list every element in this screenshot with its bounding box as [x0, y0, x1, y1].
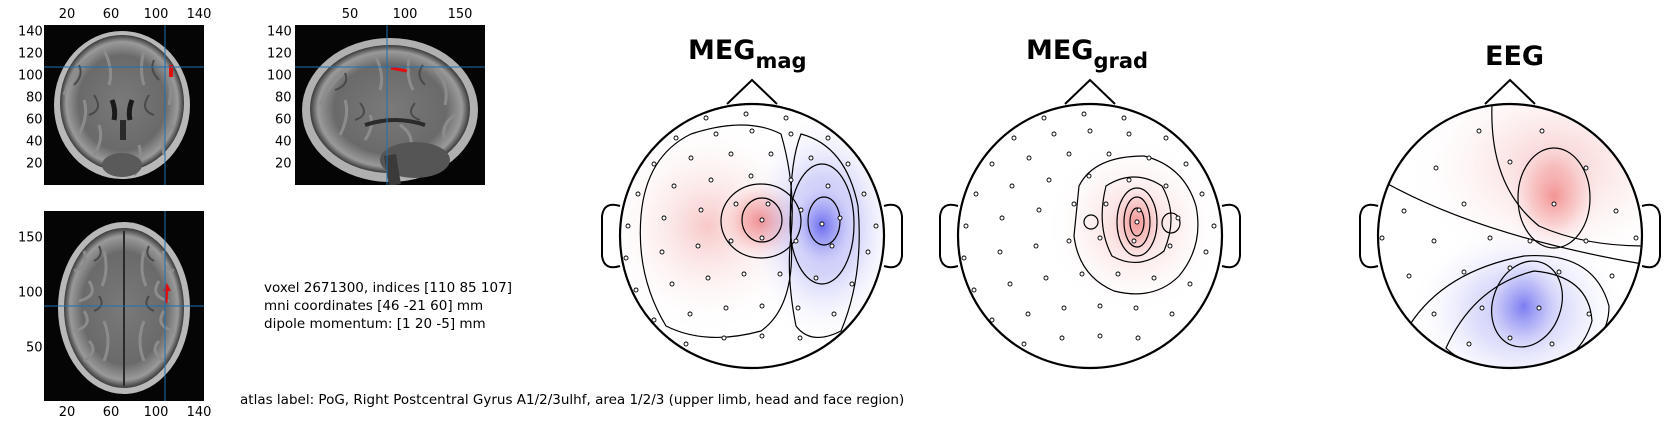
x-tick-label: 60 [102, 405, 120, 420]
topoplot-title-meg-mag: MEGmag [688, 36, 807, 76]
y-tick-label: 100 [267, 68, 292, 84]
y-tick-label: 150 [18, 230, 43, 246]
x-tick-label: 150 [447, 7, 473, 22]
y-tick-label: 140 [18, 24, 43, 40]
topoplot-eeg[interactable] [1354, 76, 1666, 382]
x-tick-label: 20 [58, 405, 76, 420]
x-tick-label: 140 [186, 7, 212, 22]
sagittal-slice[interactable] [295, 25, 485, 185]
y-tick-label: 20 [275, 156, 292, 172]
y-tick-label: 80 [275, 90, 292, 106]
topoplot-title-subscript: grad [1093, 49, 1149, 73]
x-tick-label: 50 [341, 7, 359, 22]
dipole-momentum-text: dipole momentum: [1 20 -5] mm [264, 316, 486, 332]
y-tick-label: 100 [18, 285, 43, 301]
y-tick-label: 100 [18, 68, 43, 84]
x-tick-label: 100 [392, 7, 418, 22]
x-tick-label: 100 [143, 405, 169, 420]
x-tick-label: 60 [102, 7, 120, 22]
x-tick-label: 20 [58, 7, 76, 22]
y-tick-label: 80 [26, 90, 43, 106]
topoplot-title-text: EEG [1485, 41, 1545, 72]
voxel-indices-text: voxel 2671300, indices [110 85 107] [264, 280, 512, 296]
topoplot-title-eeg: EEG [1485, 42, 1544, 82]
y-tick-label: 120 [18, 46, 43, 62]
y-tick-label: 140 [267, 24, 292, 40]
y-tick-label: 40 [26, 134, 43, 150]
x-tick-label: 140 [186, 405, 212, 420]
y-tick-label: 60 [26, 112, 43, 128]
y-tick-label: 50 [26, 340, 43, 356]
topoplot-meg-mag[interactable] [596, 76, 908, 382]
y-tick-label: 120 [267, 46, 292, 62]
topoplot-title-text: MEG [688, 35, 756, 66]
voxel-info: voxel 2671300, indices [110 85 107] mni … [264, 279, 512, 333]
x-tick-label: 100 [143, 7, 169, 22]
y-tick-label: 20 [26, 156, 43, 172]
atlas-label-text: atlas label: PoG, Right Postcentral Gyru… [240, 392, 905, 408]
y-tick-label: 40 [275, 134, 292, 150]
coronal-slice[interactable] [44, 25, 204, 185]
topoplot-title-meg-grad: MEGgrad [1026, 36, 1148, 76]
topoplot-title-text: MEG [1026, 35, 1094, 66]
y-tick-label: 60 [275, 112, 292, 128]
mni-coordinates-text: mni coordinates [46 -21 60] mm [264, 298, 484, 314]
axial-slice[interactable] [44, 211, 204, 401]
topoplot-title-subscript: mag [755, 49, 807, 73]
topoplot-meg-grad[interactable] [934, 76, 1246, 382]
